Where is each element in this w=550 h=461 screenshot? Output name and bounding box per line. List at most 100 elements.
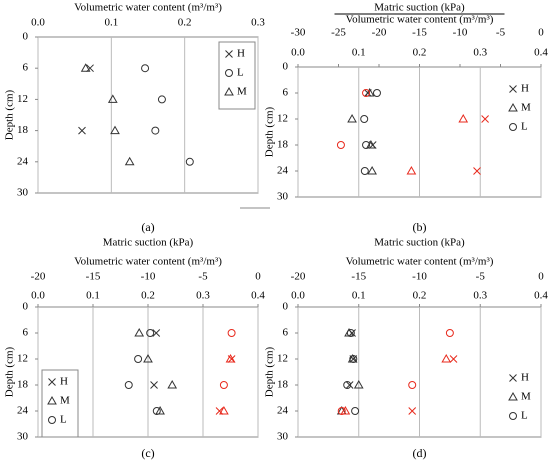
y-axis-label: Depth (cm) [264,106,276,157]
x-axis-label: Volumetric water content (m³/m³) [74,256,222,268]
x2-tick-label: -5 [476,271,486,283]
point [48,378,56,386]
point [124,156,135,166]
point [473,167,481,175]
legend-label: H [60,376,68,388]
x-tick-label: 0.2 [413,290,427,302]
y-tick-label: 6 [283,327,289,339]
y-axis-label: Depth (cm) [4,89,16,140]
point [47,395,57,405]
x2-tick-label: -20 [31,271,46,283]
point [152,407,161,415]
x2-tick-label: 0 [255,271,261,283]
point [509,374,517,382]
point [215,407,224,415]
point [509,123,517,131]
x-tick-label: 0.0 [291,290,305,302]
y-tick-label: 30 [17,187,29,199]
point [150,381,158,389]
y-tick-label: 24 [277,165,289,177]
point [372,89,381,97]
point [509,412,517,420]
point [347,113,357,123]
y-tick-label: 18 [277,139,289,151]
x2-axis-label: Matric suction (kPa) [374,237,465,249]
point [360,115,369,123]
point [408,381,417,389]
y-tick-label: 18 [17,124,29,136]
x2-tick-label: -20 [291,271,306,283]
y-tick-label: 6 [283,87,289,99]
y-tick-label: 12 [17,353,28,365]
x2-tick-label: -10 [141,271,156,283]
point [155,405,165,415]
x-tick-label: 0.1 [86,290,100,302]
x-tick-label: 0.0 [291,47,305,59]
point [509,85,517,93]
y-tick-label: 12 [17,93,28,105]
legend-label: M [60,395,70,407]
point [80,63,91,72]
point [340,405,351,415]
y-tick-label: 30 [277,431,289,443]
point [151,126,160,135]
point [143,353,153,363]
point [366,139,376,149]
point [349,355,358,363]
y-tick-label: 12 [277,353,288,365]
point [219,381,228,389]
point [134,355,143,363]
y-tick-label: 24 [17,155,29,167]
legend-label: M [521,391,531,403]
point [225,69,233,77]
x-tick-label: 0.2 [141,290,155,302]
point [458,113,469,123]
point [360,167,369,175]
x2-tick-label: -25 [331,27,346,39]
x2-tick-label: -10 [412,271,427,283]
x-tick-label: 0.1 [352,47,366,59]
x2-tick-label: 0 [538,271,544,283]
x-tick-label: 0.1 [352,290,366,302]
point [508,102,518,112]
legend-label: L [237,67,244,79]
x2-tick-label: -20 [372,27,387,39]
point [508,391,518,401]
x2-tick-label: -5 [198,271,208,283]
point [146,329,155,337]
x2-tick-label: 0 [538,27,544,39]
x-tick-label: 0.3 [251,17,265,29]
x-axis-label: Volumetric water content (m³/m³) [74,2,222,14]
point [141,64,150,73]
x-tick-label: 0.1 [104,17,118,29]
point [353,379,364,389]
legend-box [218,41,256,110]
x2-tick-label: -15 [351,271,366,283]
point [225,353,236,363]
y-axis-label: Depth (cm) [264,346,276,397]
legend-label: M [237,86,247,98]
x2-tick-label: -10 [453,27,468,39]
x-tick-label: 0.3 [196,290,210,302]
x-tick-label: 0.2 [413,47,427,59]
x-tick-label: 0.4 [534,47,548,59]
x2-tick-label: -15 [86,271,101,283]
legend-label: H [521,83,529,95]
point [48,416,56,424]
y-tick-label: 0 [283,61,289,73]
x2-axis-label: Matric suction (kPa) [103,237,194,249]
point [157,95,166,104]
x2-tick-label: -5 [496,27,506,39]
y-tick-label: 18 [277,379,289,391]
point [362,89,371,97]
point [343,381,352,389]
point [227,329,236,337]
point [449,355,458,363]
point [346,329,355,337]
point [167,379,178,389]
point [364,87,375,97]
point [107,94,118,103]
x-axis-label: Volumetric water content (m³/m³) [346,256,494,268]
point [225,50,233,58]
x-tick-label: 0.4 [534,290,548,302]
